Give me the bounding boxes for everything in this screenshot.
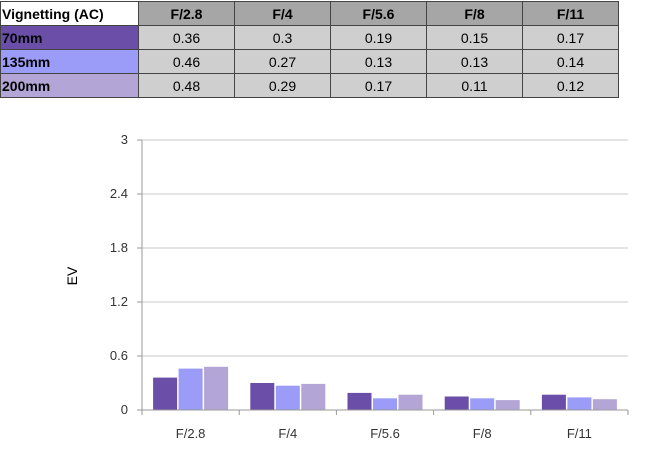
y-tick-label: 0 bbox=[121, 402, 128, 417]
x-tick-label: F/2.8 bbox=[176, 426, 206, 441]
y-axis-label: EV bbox=[64, 266, 80, 285]
vignetting-table: Vignetting (AC) F/2.8 F/4 F/5.6 F/8 F/11… bbox=[0, 1, 619, 98]
bar-135mm bbox=[178, 368, 203, 410]
bar-200mm bbox=[592, 399, 617, 410]
table-row: 70mm 0.36 0.3 0.19 0.15 0.17 bbox=[0, 25, 619, 50]
table-cell: 0.48 bbox=[138, 73, 235, 98]
row-label: 200mm bbox=[0, 73, 139, 98]
table-cell: 0.17 bbox=[330, 73, 427, 98]
bar-135mm bbox=[470, 398, 495, 410]
x-tick-label: F/5.6 bbox=[370, 426, 400, 441]
axes: 0 0.6 1.2 1.8 2.4 3 F/2.8 F/4 F/5.6 F/8 F/11 bbox=[110, 132, 629, 441]
row-label: 70mm bbox=[0, 25, 139, 50]
table-header-row: Vignetting (AC) F/2.8 F/4 F/5.6 F/8 F/11 bbox=[0, 1, 619, 26]
column-header: F/8 bbox=[426, 1, 523, 26]
bar-70mm bbox=[347, 392, 372, 410]
bar-200mm bbox=[495, 400, 520, 410]
table-row: 200mm 0.48 0.29 0.17 0.11 0.12 bbox=[0, 73, 619, 98]
x-tick-label: F/8 bbox=[473, 426, 492, 441]
table-cell: 0.11 bbox=[426, 73, 523, 98]
table-cell: 0.3 bbox=[234, 25, 331, 50]
y-tick-label: 2.4 bbox=[110, 186, 128, 201]
bar-200mm bbox=[204, 366, 229, 410]
table-cell: 0.15 bbox=[426, 25, 523, 50]
bar-70mm bbox=[444, 396, 469, 410]
table-cell: 0.36 bbox=[138, 25, 235, 50]
bar-70mm bbox=[153, 377, 178, 410]
table-cell: 0.29 bbox=[234, 73, 331, 98]
bar-135mm bbox=[275, 385, 300, 410]
bar-135mm bbox=[567, 397, 592, 410]
table-cell: 0.46 bbox=[138, 49, 235, 74]
table-cell: 0.27 bbox=[234, 49, 331, 74]
column-header: F/5.6 bbox=[330, 1, 427, 26]
bars bbox=[153, 366, 617, 410]
y-tick-label: 1.2 bbox=[110, 294, 128, 309]
y-tick-label: 1.8 bbox=[110, 240, 128, 255]
bar-200mm bbox=[398, 394, 423, 410]
table-cell: 0.19 bbox=[330, 25, 427, 50]
bar-70mm bbox=[250, 383, 275, 410]
table-cell: 0.14 bbox=[522, 49, 619, 74]
table-corner-label: Vignetting (AC) bbox=[0, 1, 139, 26]
bar-135mm bbox=[373, 398, 397, 410]
x-tick-label: F/4 bbox=[278, 426, 297, 441]
y-tick-label: 3 bbox=[121, 132, 128, 147]
column-header: F/11 bbox=[522, 1, 619, 26]
y-tick-label: 0.6 bbox=[110, 348, 128, 363]
table-row: 135mm 0.46 0.27 0.13 0.13 0.14 bbox=[0, 49, 619, 74]
x-tick-label: F/11 bbox=[567, 426, 592, 441]
bar-70mm bbox=[541, 394, 566, 410]
bar-200mm bbox=[301, 383, 326, 410]
table-cell: 0.12 bbox=[522, 73, 619, 98]
